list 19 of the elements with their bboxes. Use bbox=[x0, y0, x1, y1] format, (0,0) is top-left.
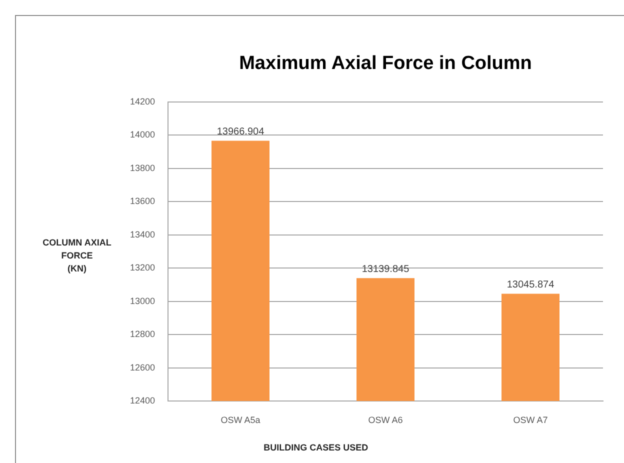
y-tick-label: 13000 bbox=[130, 296, 155, 306]
y-tick-label: 12400 bbox=[130, 395, 155, 406]
y-tick-label: 12600 bbox=[130, 362, 155, 372]
y-tick-label: 13800 bbox=[130, 162, 155, 173]
y-tick-label: 14200 bbox=[130, 96, 155, 106]
y-axis-title: COLUMN AXIAL FORCE (KN) bbox=[42, 237, 112, 274]
chart-title: Maximum Axial Force in Column bbox=[239, 53, 532, 74]
y-tick-label: 14000 bbox=[130, 130, 155, 140]
x-tick-label: OSW A7 bbox=[513, 414, 548, 425]
y-tick-label: 13200 bbox=[130, 262, 155, 273]
data-label: 13139.845 bbox=[362, 264, 410, 275]
x-tick-label: OSW A6 bbox=[368, 414, 403, 425]
data-label: 13045.874 bbox=[506, 279, 555, 290]
y-tick-label: 13400 bbox=[130, 229, 155, 240]
x-axis-title: BUILDING CASES USED bbox=[264, 442, 369, 452]
x-tick-label: OSW A5a bbox=[220, 414, 260, 425]
y-tick-label: 13600 bbox=[130, 196, 155, 206]
data-label: 13966.904 bbox=[216, 126, 265, 138]
y-tick-label: 12800 bbox=[130, 329, 155, 340]
